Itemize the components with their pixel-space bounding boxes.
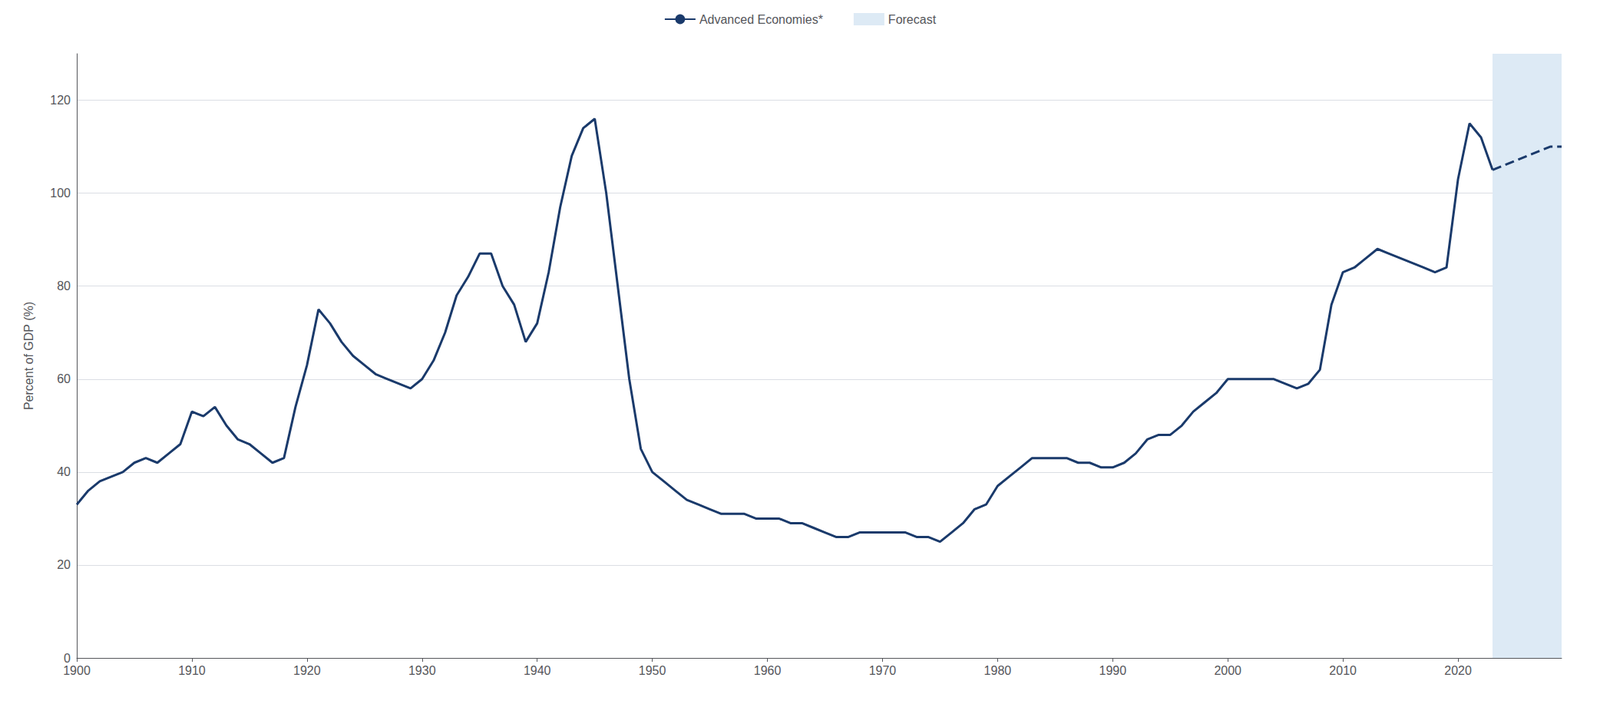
svg-text:1990: 1990 <box>1099 664 1128 678</box>
svg-text:60: 60 <box>56 372 71 386</box>
svg-text:120: 120 <box>49 93 71 107</box>
svg-text:Percent of GDP (%): Percent of GDP (%) <box>22 301 36 410</box>
svg-text:Forecast: Forecast <box>888 13 937 27</box>
svg-text:Advanced Economies*: Advanced Economies* <box>699 13 824 27</box>
svg-text:1930: 1930 <box>408 664 437 678</box>
svg-text:1950: 1950 <box>638 664 667 678</box>
svg-text:1910: 1910 <box>178 664 206 678</box>
svg-text:1980: 1980 <box>984 664 1012 678</box>
svg-text:2020: 2020 <box>1444 664 1472 678</box>
svg-text:1940: 1940 <box>523 664 552 678</box>
svg-text:20: 20 <box>56 558 71 572</box>
svg-text:2010: 2010 <box>1328 664 1357 678</box>
svg-text:2000: 2000 <box>1213 664 1242 678</box>
svg-text:100: 100 <box>49 186 71 200</box>
svg-text:0: 0 <box>63 651 71 665</box>
svg-text:1960: 1960 <box>753 664 782 678</box>
svg-text:1920: 1920 <box>293 664 321 678</box>
svg-text:40: 40 <box>56 465 71 479</box>
svg-text:1970: 1970 <box>869 664 897 678</box>
svg-text:1900: 1900 <box>62 664 91 678</box>
svg-text:80: 80 <box>56 279 71 293</box>
